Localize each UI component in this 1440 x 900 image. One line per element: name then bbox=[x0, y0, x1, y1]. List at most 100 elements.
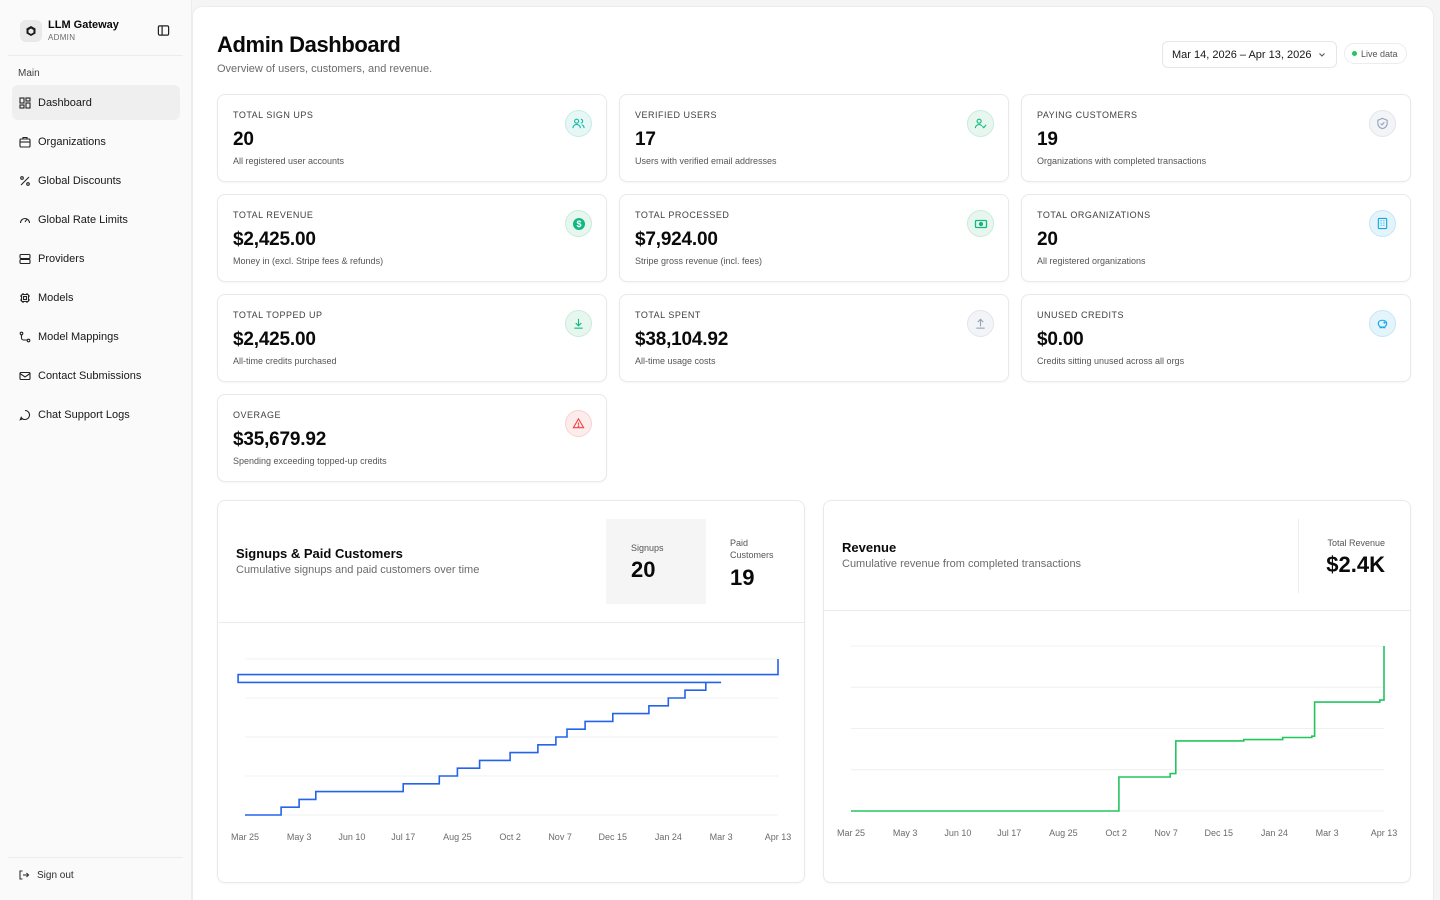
sidebar-nav: Dashboard Organizations Global Discounts… bbox=[12, 85, 180, 436]
x-tick-label: Mar 3 bbox=[710, 832, 733, 842]
gauge-icon bbox=[18, 213, 32, 227]
sidebar-item-global-rate-limits[interactable]: Global Rate Limits bbox=[12, 202, 180, 237]
stat-value: 20 bbox=[233, 129, 254, 150]
sidebar-item-label: Dashboard bbox=[38, 96, 92, 109]
stat-card-overage: Overage $35,679.92 Spending exceeding to… bbox=[217, 394, 607, 482]
total-revenue-value: $2.4K bbox=[1326, 552, 1385, 577]
x-tick-label: Oct 2 bbox=[1105, 828, 1127, 838]
stat-value: 17 bbox=[635, 129, 656, 150]
stat-divider bbox=[1298, 519, 1299, 593]
x-tick-label: Dec 15 bbox=[1205, 828, 1234, 838]
series-line bbox=[237, 659, 779, 816]
sidebar-item-models[interactable]: Models bbox=[12, 280, 180, 315]
live-label: Live data bbox=[1361, 48, 1398, 59]
stat-label: Unused Credits bbox=[1037, 310, 1125, 320]
warning-icon bbox=[565, 410, 592, 437]
logo-icon bbox=[20, 20, 42, 42]
chart-divider bbox=[824, 610, 1410, 611]
server-icon bbox=[18, 252, 32, 266]
percent-icon bbox=[18, 174, 32, 188]
date-range-picker[interactable]: Mar 14, 2026 – Apr 13, 2026 bbox=[1162, 41, 1337, 68]
stat-description: Stripe gross revenue (incl. fees) bbox=[635, 256, 763, 266]
date-range-label: Mar 14, 2026 – Apr 13, 2026 bbox=[1172, 48, 1312, 61]
stat-label: Total Organizations bbox=[1037, 210, 1151, 220]
stat-description: All registered user accounts bbox=[233, 156, 345, 166]
x-tick-label: Nov 7 bbox=[548, 832, 572, 842]
sign-out-button[interactable]: Sign out bbox=[18, 868, 74, 882]
user-check-icon bbox=[967, 110, 994, 137]
sidebar: LLM Gateway ADMIN Main Dashboard Organiz… bbox=[0, 0, 192, 900]
building-icon bbox=[1369, 210, 1396, 237]
building-icon bbox=[18, 135, 32, 149]
download-icon bbox=[565, 310, 592, 337]
sidebar-item-global-discounts[interactable]: Global Discounts bbox=[12, 163, 180, 198]
sidebar-item-dashboard[interactable]: Dashboard bbox=[12, 85, 180, 120]
chevron-down-icon bbox=[1319, 53, 1325, 57]
signups-value: 20 bbox=[631, 557, 656, 582]
chart-divider bbox=[218, 622, 804, 623]
sidebar-item-providers[interactable]: Providers bbox=[12, 241, 180, 276]
sidebar-item-label: Contact Submissions bbox=[38, 369, 142, 382]
chart-title: Signups & Paid Customers bbox=[236, 546, 403, 561]
stat-label: Overage bbox=[233, 410, 282, 420]
signups-stat-tab[interactable]: Signups 20 bbox=[606, 519, 706, 604]
paid-customers-value: 19 bbox=[730, 565, 755, 590]
live-dot-icon bbox=[1352, 51, 1357, 56]
sidebar-divider bbox=[8, 857, 183, 858]
upload-icon bbox=[967, 310, 994, 337]
sidebar-item-model-mappings[interactable]: Model Mappings bbox=[12, 319, 180, 354]
sidebar-item-label: Model Mappings bbox=[38, 330, 119, 343]
stat-label: Total Sign Ups bbox=[233, 110, 314, 120]
x-tick-label: Aug 25 bbox=[443, 832, 472, 842]
sidebar-item-contact-submissions[interactable]: Contact Submissions bbox=[12, 358, 180, 393]
stat-description: Organizations with completed transaction… bbox=[1037, 156, 1207, 166]
chart-subtitle: Cumulative revenue from completed transa… bbox=[842, 558, 1082, 570]
stat-value: 19 bbox=[1037, 129, 1058, 150]
stat-description: Credits sitting unused across all orgs bbox=[1037, 356, 1185, 366]
x-tick-label: Mar 25 bbox=[837, 828, 865, 838]
stat-label: Paying Customers bbox=[1037, 110, 1138, 120]
stat-card-total-revenue: Total Revenue $2,425.00 Money in (excl. … bbox=[217, 194, 607, 282]
x-tick-label: Jun 10 bbox=[944, 828, 971, 838]
revenue-chart-card: Revenue Cumulative revenue from complete… bbox=[823, 500, 1411, 883]
app-name: LLM Gateway bbox=[48, 19, 119, 31]
stat-description: Spending exceeding topped-up credits bbox=[233, 456, 387, 466]
chart-title: Revenue bbox=[842, 540, 897, 555]
sidebar-item-chat-support-logs[interactable]: Chat Support Logs bbox=[12, 397, 180, 432]
main-panel: Admin Dashboard Overview of users, custo… bbox=[192, 6, 1434, 900]
total-revenue-label: Total Revenue bbox=[1327, 538, 1385, 548]
stat-card-unused-credits: Unused Credits $0.00 Credits sitting unu… bbox=[1021, 294, 1411, 382]
paid-customers-label: Paid Customers bbox=[730, 538, 774, 560]
paid-customers-stat-tab[interactable]: Paid Customers 19 bbox=[706, 519, 804, 604]
stat-description: All registered organizations bbox=[1037, 256, 1146, 266]
brand[interactable]: LLM Gateway ADMIN bbox=[12, 12, 180, 50]
stat-label: Total Revenue bbox=[233, 210, 314, 220]
x-tick-label: Dec 15 bbox=[599, 832, 628, 842]
signups-chart-card: Signups & Paid Customers Cumulative sign… bbox=[217, 500, 805, 883]
route-icon bbox=[18, 330, 32, 344]
stat-card-total-spent: Total Spent $38,104.92 All-time usage co… bbox=[619, 294, 1009, 382]
stat-label: Total Processed bbox=[635, 210, 730, 220]
svg-text:$: $ bbox=[576, 219, 581, 229]
stat-card-total-processed: Total Processed $7,924.00 Stripe gross r… bbox=[619, 194, 1009, 282]
x-tick-label: Jul 17 bbox=[391, 832, 415, 842]
chat-icon bbox=[18, 408, 32, 422]
sidebar-item-label: Global Rate Limits bbox=[38, 213, 128, 226]
x-tick-label: Apr 13 bbox=[1371, 828, 1398, 838]
signups-label: Signups bbox=[631, 543, 664, 553]
stat-card-verified-users: Verified Users 17 Users with verified em… bbox=[619, 94, 1009, 182]
users-icon bbox=[565, 110, 592, 137]
sidebar-toggle-icon[interactable] bbox=[154, 21, 172, 39]
section-label-main: Main bbox=[18, 68, 40, 79]
stat-value: $2,425.00 bbox=[233, 329, 316, 350]
banknote-icon bbox=[967, 210, 994, 237]
stat-description: All-time usage costs bbox=[635, 356, 716, 366]
revenue-line-chart: Mar 25 May 3 Jun 10 Jul 17 Aug 25 Oct 2 Nov 7 D… bbox=[837, 645, 1398, 838]
stat-label: Total Topped Up bbox=[233, 310, 323, 320]
stat-label: Verified Users bbox=[635, 110, 718, 120]
x-tick-label: Jun 10 bbox=[338, 832, 365, 842]
x-tick-label: Jul 17 bbox=[997, 828, 1021, 838]
live-data-badge: Live data bbox=[1344, 43, 1407, 64]
stat-value: $35,679.92 bbox=[233, 429, 327, 450]
sidebar-item-organizations[interactable]: Organizations bbox=[12, 124, 180, 159]
